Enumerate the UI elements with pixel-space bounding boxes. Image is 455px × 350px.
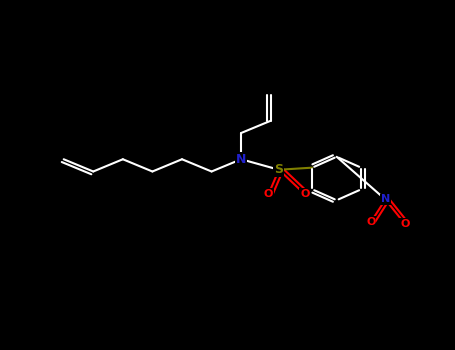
Text: O: O (366, 217, 375, 227)
Text: O: O (300, 189, 309, 199)
Text: S: S (274, 163, 283, 176)
Text: O: O (264, 189, 273, 199)
Text: N: N (381, 195, 390, 204)
Text: N: N (236, 153, 246, 166)
Text: O: O (400, 219, 410, 229)
